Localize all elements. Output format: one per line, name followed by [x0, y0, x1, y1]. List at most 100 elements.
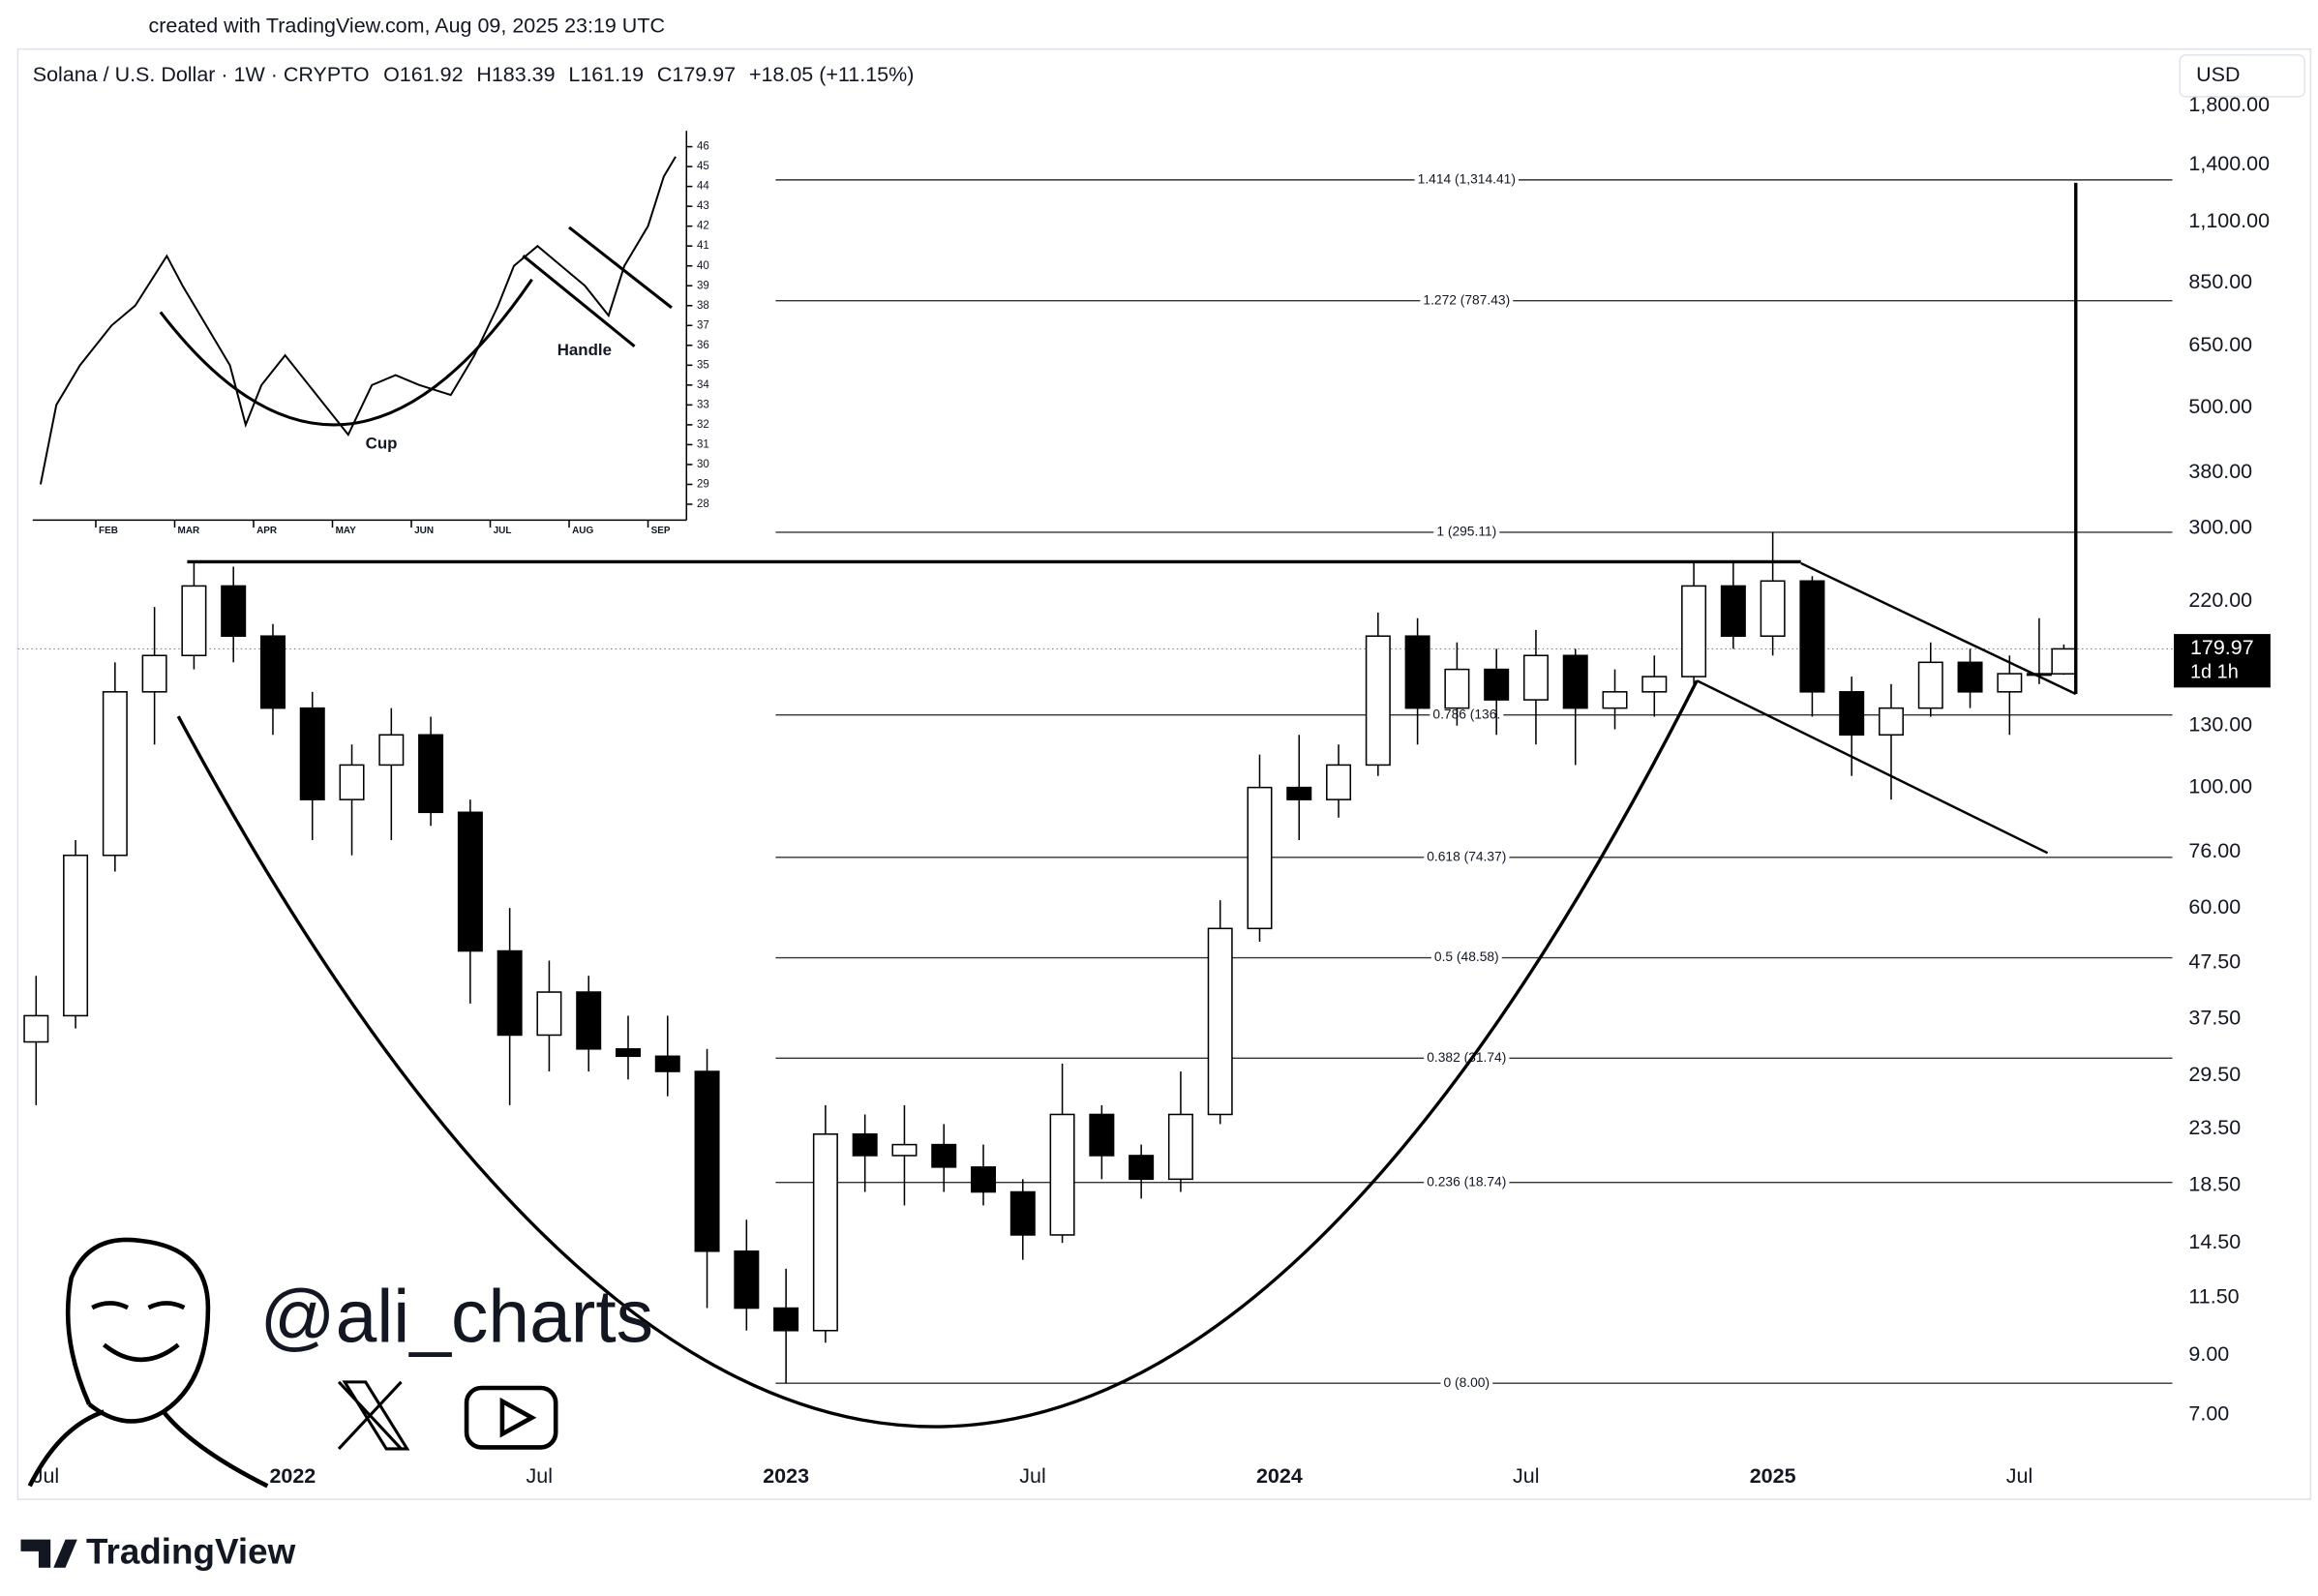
candle-body [1207, 927, 1233, 1116]
candle-body [299, 707, 325, 800]
candle-body [1602, 691, 1628, 709]
candle-body [1720, 585, 1746, 637]
candle-body [576, 991, 602, 1050]
fib-label: 0.5 (48.58) [1434, 949, 1499, 964]
candle-body [773, 1307, 799, 1332]
x-tick-label: 2025 [1750, 1464, 1796, 1488]
candle-body [1167, 1113, 1193, 1181]
y-tick-label: 7.00 [2188, 1401, 2229, 1425]
candle-body [2026, 673, 2052, 677]
fib-label-bg [1424, 1175, 1510, 1190]
candle-body [1681, 585, 1707, 678]
inset-y-tick-label: 36 [697, 340, 709, 351]
tradingview-logo: TradingView [20, 1532, 296, 1572]
y-tick-label: 220.00 [2188, 588, 2252, 612]
candle-body [259, 635, 286, 709]
y-tick-label: 47.50 [2188, 950, 2241, 974]
price-line [39, 156, 677, 485]
candle-body [1326, 764, 1352, 800]
candle-body [1799, 580, 1825, 693]
candle-body [1049, 1113, 1075, 1236]
inset-y-tick-label: 32 [697, 419, 709, 431]
ohlc-value: L161.19 [568, 63, 644, 86]
candle-body [1484, 668, 1510, 701]
inset-x-tick-label: JUL [494, 526, 512, 536]
inset-annotation: Cup [366, 435, 398, 453]
candle-body [1917, 661, 1943, 709]
fib-label-bg [1424, 850, 1510, 865]
inset-x-tick-label: APR [256, 526, 277, 536]
inset-y-tick-label: 40 [697, 260, 709, 272]
cup-curve [176, 679, 1699, 1429]
inset-x-tick-label: MAY [336, 526, 357, 536]
chart-frame [16, 47, 2312, 1500]
x-tick-label: 2024 [1256, 1464, 1303, 1488]
candle-body [1286, 786, 1312, 800]
inset-handle-lower [522, 254, 636, 347]
watermark: created with TradingView.com, Aug 09, 20… [149, 14, 665, 37]
candle-body [1641, 676, 1668, 693]
candle-body [1404, 635, 1430, 709]
fib-label: 0.382 (31.74) [1427, 1049, 1506, 1065]
x-tick-label: 2022 [269, 1464, 316, 1488]
pattern-drawings [176, 182, 2078, 1429]
fib-label: 1.272 (787.43) [1423, 291, 1510, 307]
social-icons[interactable] [337, 1380, 558, 1451]
ohlc-value: O161.92 [383, 63, 463, 86]
time-scale: Jul 2022 Jul 2023 Jul 2024 Jul 2025 Jul [33, 1464, 2033, 1488]
candle-body [615, 1048, 641, 1058]
handle-lower [1696, 679, 2049, 855]
currency[interactable]: USD [2196, 63, 2240, 86]
y-tick-label: 130.00 [2188, 712, 2252, 736]
x-tick-label: Jul [1513, 1464, 1539, 1488]
inset-annotation: Handle [557, 341, 612, 359]
candle-body [1009, 1190, 1036, 1236]
candle-body [1562, 654, 1588, 709]
y-tick-label: 650.00 [2188, 333, 2252, 356]
handle-upper [1800, 561, 2077, 696]
inset-y-tick-label: 44 [697, 181, 709, 193]
candle-body [221, 585, 247, 637]
symbol-title: Solana / U.S. Dollar · 1W · CRYPTO [33, 63, 370, 86]
candle-body [931, 1143, 957, 1168]
candle-body [734, 1250, 760, 1310]
inset-y-tick-label: 35 [697, 359, 709, 371]
inset-y-tick-label: 28 [697, 498, 709, 510]
x-tick-label: Jul [527, 1464, 553, 1488]
candle-body [1365, 635, 1391, 767]
candle-body [1522, 654, 1549, 701]
candle-body [23, 1014, 49, 1043]
author-handle: @ali_charts [260, 1277, 653, 1359]
inset-x-tick-label: MAR [178, 526, 200, 536]
inset-y-tick-label: 43 [697, 200, 709, 212]
x-tick-label: Jul [1019, 1464, 1045, 1488]
fib-label-bg [1433, 525, 1500, 540]
candle-body [2051, 647, 2077, 675]
fib-label-bg [1424, 1050, 1510, 1066]
inset-y-tick-label: 29 [697, 479, 709, 491]
fib-label: 0.236 (18.74) [1427, 1173, 1506, 1189]
candle-body [852, 1133, 878, 1157]
candle-body [1760, 580, 1786, 637]
fib-label: 1.414 (1,314.41) [1418, 171, 1516, 187]
ohlc-value: C179.97 [657, 63, 736, 86]
inset-y-tick-label: 46 [697, 141, 709, 153]
y-tick-label: 23.50 [2188, 1116, 2241, 1139]
inset-y-tick-label: 34 [697, 379, 709, 391]
inset-x-tick-label: FEB [99, 526, 118, 536]
y-tick-label: 380.00 [2188, 460, 2252, 483]
x-tick-label: 2023 [763, 1464, 809, 1488]
inset-x-tick-label: SEP [651, 526, 671, 536]
inset-cup [159, 278, 533, 427]
candle-body [536, 991, 562, 1037]
currency-button[interactable] [2179, 54, 2305, 98]
y-tick-label: 37.50 [2188, 1006, 2241, 1029]
fib-label-bg [1430, 708, 1504, 723]
candle-body [102, 691, 128, 857]
y-tick-label: 60.00 [2188, 895, 2241, 918]
inset-y-tick-label: 42 [697, 221, 709, 232]
y-tick-label: 14.50 [2188, 1230, 2241, 1253]
y-tick-label: 18.50 [2188, 1173, 2241, 1196]
y-tick-label: 1,400.00 [2188, 152, 2270, 175]
